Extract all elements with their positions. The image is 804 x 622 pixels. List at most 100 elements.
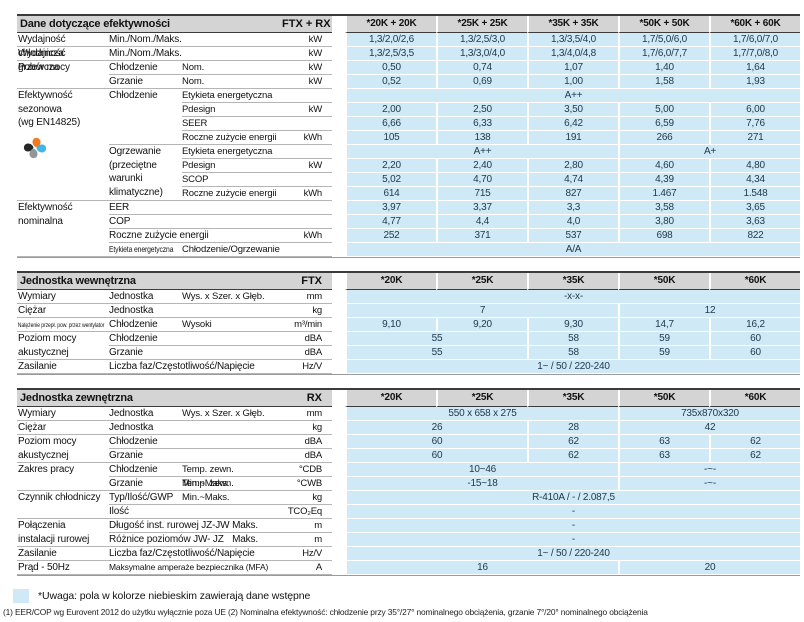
value-cell: 1.548 [709, 187, 800, 201]
value-cell: 1,3/2,5/3,5 [345, 47, 436, 61]
value-cell-text: 6,66 [382, 118, 401, 129]
row-label: Natężenie przepł. pow. przez wentylator [17, 318, 109, 332]
value-cell: - [345, 505, 800, 519]
row-label: Pobór mocy [17, 61, 109, 89]
unit-label-text: kWh [303, 230, 323, 241]
row-label-text: Roczne zużycie energii [109, 230, 209, 241]
unit-label: kW [282, 103, 332, 117]
value-cell-text: 16,2 [746, 319, 765, 330]
value-cell: 4,74 [527, 173, 618, 187]
value-cell-text: 4,70 [473, 174, 492, 185]
row-label: Liczba faz/Częstotliwość/Napięcie [109, 547, 282, 561]
row-label-text: Chłodzenie [109, 436, 158, 447]
value-cell-text: 822 [747, 230, 764, 241]
value-cell: 42 [618, 421, 800, 435]
row-label-text: Wydajność chłodnicza [18, 34, 66, 59]
value-cell: 1,7/6,0/7,0 [709, 33, 800, 47]
row-label-text: Maksymalne amperaże bezpiecznika (MFA) [109, 562, 269, 572]
value-cell-text: 191 [565, 132, 582, 143]
value-cell: 1~ / 50 / 220-240 [345, 547, 800, 561]
value-cell-text: 698 [656, 230, 673, 241]
value-cell: 4,0 [527, 215, 618, 229]
value-cell-text: 63 [659, 450, 670, 461]
row-label: Maksymalne amperaże bezpiecznika (MFA) [109, 561, 282, 575]
section-title: Dane dotyczące efektywności [17, 16, 282, 33]
value-cell: 7 [345, 304, 618, 318]
value-cell: 16,2 [709, 318, 800, 332]
section-title: Jednostka zewnętrzna [17, 390, 282, 407]
row-label-text: Min./Nom./Maks. [109, 48, 182, 59]
unit-label-text: kW [308, 48, 323, 59]
value-cell-text: 1,3/2,0/2,6 [368, 34, 415, 45]
row-label: Ciężar [17, 421, 109, 435]
value-cell: 1.467 [618, 187, 709, 201]
value-cell-text: 10~46 [468, 464, 497, 475]
row-label: Etykieta energetyczna [182, 89, 282, 103]
value-cell: 6,66 [345, 117, 436, 131]
value-cell: 1,3/3,5/4,0 [527, 33, 618, 47]
value-cell: 12 [618, 304, 800, 318]
unit-label [282, 215, 332, 229]
value-cell-text: 14,7 [655, 319, 674, 330]
row-label: Zakres pracy [17, 463, 109, 491]
value-cell: 62 [527, 435, 618, 449]
value-cell: 550 x 658 x 275 [345, 407, 618, 421]
row-label-text: Grzanie [109, 347, 143, 358]
unit-label: mm [282, 407, 332, 421]
value-cell: 698 [618, 229, 709, 243]
value-cell: 60 [709, 332, 800, 346]
value-cell-text: 58 [568, 347, 579, 358]
row-label: COP [109, 215, 282, 229]
row-label-text: Zasilanie [18, 361, 57, 372]
row-label-text: Pdesign [182, 104, 216, 115]
unit-label-text: kg [312, 305, 322, 316]
value-cell-text: 9,20 [473, 319, 492, 330]
value-cell: 1,7/5,0/6,0 [618, 33, 709, 47]
value-cell: 3,3 [527, 201, 618, 215]
column-header: *20K [345, 390, 436, 407]
unit-label [282, 145, 332, 159]
value-cell-text: 20 [704, 562, 716, 573]
section-title-text: Jednostka zewnętrzna [20, 392, 133, 404]
value-cell: 3,97 [345, 201, 436, 215]
row-label-text: Temp. zewn. Min.~Maks. [182, 464, 234, 489]
value-cell: 55 [345, 346, 527, 360]
unit-label-text: kg [312, 492, 322, 503]
value-cell-text: -15~18 [467, 478, 498, 489]
value-cell: 6,42 [527, 117, 618, 131]
row-label: Etykieta energetyczna [182, 145, 282, 159]
row-label: Grzanie [109, 75, 182, 89]
row-label: Grzanie [109, 449, 282, 463]
value-cell: 537 [527, 229, 618, 243]
value-cell: 62 [527, 449, 618, 463]
value-cell-text: 6,33 [473, 118, 492, 129]
value-cell: 2,80 [527, 159, 618, 173]
row-label-text: Grzanie [109, 450, 143, 461]
unit-label-text: mm [306, 291, 323, 302]
value-cell: 0,74 [436, 61, 527, 75]
value-cell: -x-x- [345, 290, 800, 304]
value-cell-text: 371 [474, 230, 491, 241]
row-label-text: Ogrzewanie (przeciętne warunki klimatycz… [109, 146, 163, 198]
value-cell-text: 60 [750, 347, 761, 358]
value-cell-text: A++ [564, 90, 583, 101]
row-label: Wymiary [17, 290, 109, 304]
value-cell: 4,80 [709, 159, 800, 173]
value-cell-text: 0,69 [473, 76, 492, 87]
column-header-text: *50K + 50K [639, 18, 690, 29]
row-label-text: Chłodzenie/Ogrzewanie [182, 244, 280, 255]
value-cell-text: 6,00 [746, 104, 765, 115]
unit-label [282, 117, 332, 131]
row-label: Wys. x Szer. x Głęb. [182, 407, 282, 421]
row-label: Różnice poziomów JW- JZ Maks. [109, 533, 282, 547]
row-label: Poziom mocy akustycznej [17, 435, 109, 463]
value-cell-text: 4,39 [655, 174, 674, 185]
value-cell-text: 28 [568, 422, 579, 433]
value-cell: A+ [618, 145, 800, 159]
column-header-text: *20K [380, 392, 403, 403]
value-cell: 715 [436, 187, 527, 201]
spec-section-1: Dane dotyczące efektywności FTX + RX *20K … [17, 14, 800, 258]
value-cell-text: 4,80 [746, 160, 765, 171]
value-cell-text: 1,3/3,0/4,0 [459, 48, 506, 59]
row-label-text: Roczne zużycie energii [182, 188, 277, 199]
